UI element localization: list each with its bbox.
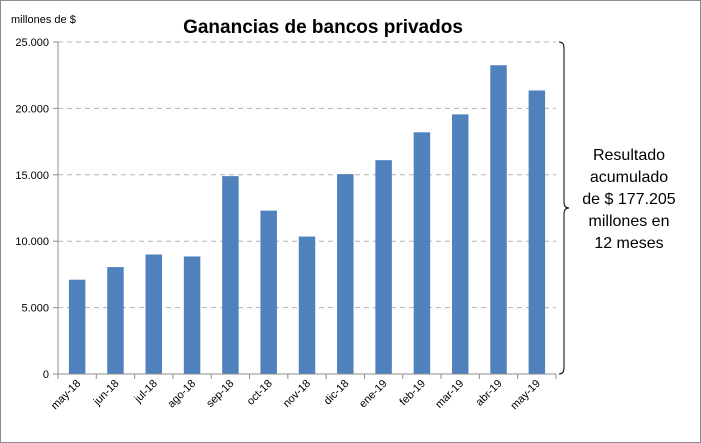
x-tick-label: oct-18 — [245, 378, 275, 408]
note-line: Resultado — [593, 147, 665, 164]
bar-jun-18 — [107, 267, 124, 374]
x-tick-label: abr-19 — [474, 378, 505, 409]
x-tick-label: ene-19 — [357, 378, 390, 411]
y-tick-label: 5.000 — [21, 303, 49, 315]
bar-jul-18 — [145, 254, 163, 374]
y-tick-label: 25.000 — [15, 37, 49, 49]
accumulated-brace — [558, 41, 570, 375]
bar-ago-18 — [183, 256, 201, 374]
bar-ene-19 — [375, 160, 392, 374]
accumulated-result-note: Resultado acumulado de $ 177.205 millones e… — [582, 147, 676, 252]
x-tick-label: dic-18 — [322, 378, 352, 408]
x-tick-label: feb-19 — [397, 378, 428, 409]
bar-may-18 — [68, 279, 86, 374]
x-tick-label: ago-18 — [165, 378, 198, 411]
x-axis-ticks: may-18 jun-18 jul-18 ago-18 sep-18 oct-18 nov-… — [49, 374, 557, 412]
y-tick-label: 10.000 — [15, 236, 49, 248]
x-tick-label: may-18 — [49, 378, 83, 412]
y-axis-unit-label: millones de $ — [11, 14, 76, 26]
x-tick-label: jul-18 — [132, 378, 160, 406]
gridlines — [58, 41, 556, 309]
y-axis-ticks: 0 5.000 10.000 15.000 20.000 25.000 — [15, 37, 58, 381]
bar-sep-18 — [222, 176, 239, 374]
bar-feb-19 — [413, 132, 431, 374]
chart-title: Ganancias de bancos privados — [183, 17, 463, 38]
x-tick-label: jun-18 — [91, 378, 122, 409]
bar-abr-19 — [490, 65, 507, 375]
note-line: 12 meses — [594, 235, 663, 252]
bar-may-19 — [528, 90, 546, 375]
bar-nov-18 — [298, 236, 316, 374]
y-tick-label: 0 — [43, 369, 49, 381]
bars — [68, 65, 546, 375]
bar-mar-19 — [451, 114, 469, 374]
x-tick-label: sep-18 — [204, 378, 236, 410]
bar-dic-18 — [337, 174, 354, 374]
y-tick-label: 15.000 — [15, 170, 49, 182]
note-line: millones en — [589, 213, 670, 230]
x-tick-label: may-19 — [509, 378, 543, 412]
note-line: de $ 177.205 — [582, 191, 676, 208]
note-line: acumulado — [590, 169, 668, 186]
bar-oct-18 — [260, 210, 277, 374]
x-tick-label: nov-18 — [281, 378, 313, 410]
y-tick-label: 20.000 — [15, 103, 49, 115]
x-tick-label: mar-19 — [433, 378, 466, 411]
